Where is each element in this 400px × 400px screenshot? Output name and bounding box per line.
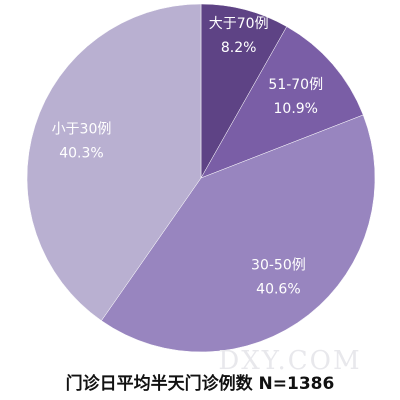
value-label: 40.3%: [59, 145, 103, 161]
pie-slice: [101, 114, 376, 353]
slice-label: 51-70例: [268, 77, 323, 93]
value-label: 40.6%: [256, 282, 300, 298]
pie-slice: [200, 26, 364, 179]
value-label: 8.2%: [221, 40, 257, 56]
slice-label: 30-50例: [251, 258, 306, 274]
pie-slice: [200, 3, 288, 179]
value-label: 10.9%: [274, 101, 318, 117]
slice-label: 大于70例: [209, 16, 269, 32]
slice-label: 小于30例: [52, 121, 112, 137]
watermark: DXY.COM: [218, 346, 361, 376]
pie-slice: [26, 3, 202, 322]
chart-title: 门诊日平均半天门诊例数 N=1386: [66, 373, 335, 394]
